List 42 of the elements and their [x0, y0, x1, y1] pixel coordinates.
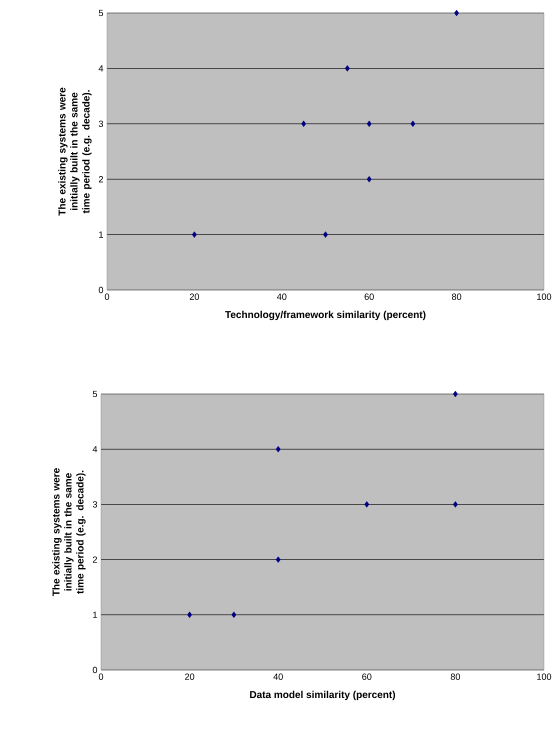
x-tick-label: 60 [362, 674, 372, 680]
x-tick-label: 20 [185, 674, 194, 680]
point [366, 120, 372, 128]
y-tick-label: 0 [92, 666, 98, 674]
x-tick-label: 40 [277, 294, 287, 300]
y-tick-label: 3 [92, 501, 98, 508]
point [454, 10, 460, 16]
x-axis-title: Data model similarity (percent) [250, 690, 396, 700]
y-axis-title: The existing systems were initially built in the same time period (e.g. decade). [52, 468, 86, 596]
x-axis-title: Technology/framework similarity (percent) [225, 310, 426, 320]
x-tick-label: 80 [450, 674, 460, 680]
y-axis-title: The existing systems were initially built in the same time period (e.g. decade). [58, 88, 92, 216]
point [453, 390, 458, 398]
point [453, 501, 458, 508]
point [187, 612, 192, 618]
point [410, 120, 416, 128]
x-tick-label: 0 [104, 294, 110, 300]
x-tick-label: 100 [537, 674, 552, 680]
point [276, 556, 281, 563]
y-tick-label: 2 [92, 556, 98, 563]
y-tick-label: 4 [98, 65, 104, 72]
y-tick-label: 4 [92, 446, 98, 452]
x-tick-label: 80 [452, 294, 462, 300]
point [301, 120, 306, 128]
point [276, 446, 281, 452]
y-tick-label: 1 [99, 232, 104, 238]
y-tick-label: 3 [98, 120, 104, 127]
point [192, 231, 197, 238]
y-tick-label: 2 [98, 176, 104, 182]
y-tick-label: 0 [98, 286, 104, 294]
y-tick-label: 1 [93, 612, 98, 618]
point [364, 501, 370, 508]
point [344, 65, 350, 72]
point [232, 612, 236, 618]
x-tick-label: 60 [364, 294, 374, 300]
point [323, 231, 328, 238]
x-tick-label: 40 [273, 674, 283, 680]
y-tick-label: 5 [98, 10, 104, 16]
x-tick-label: 20 [190, 294, 200, 300]
point [366, 176, 372, 182]
x-tick-label: 100 [537, 294, 552, 300]
y-tick-label: 5 [92, 390, 98, 398]
